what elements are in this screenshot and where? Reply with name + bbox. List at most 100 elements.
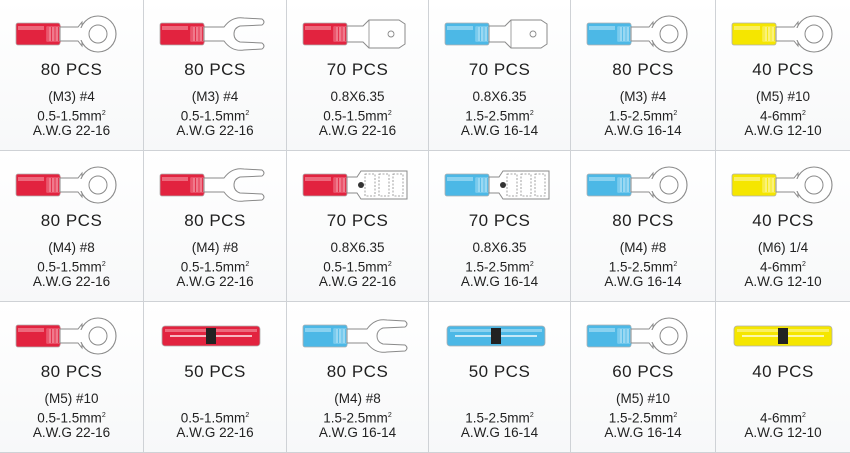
male-terminal-icon	[444, 19, 548, 49]
wire-range-label: 1.5-2.5mm2	[287, 408, 428, 427]
squared-superscript: 2	[387, 110, 392, 117]
squared-superscript: 2	[245, 261, 250, 268]
fork-terminal-illustration	[287, 302, 428, 358]
squared-superscript: 2	[802, 412, 806, 419]
female-terminal-icon	[302, 170, 408, 200]
quantity-label: 40 PCS	[752, 362, 814, 381]
size-label: 0.8X6.35	[330, 89, 385, 104]
size-label: (M4) #8	[48, 240, 95, 255]
size-label: (M4) #8	[334, 391, 381, 406]
terminal-cell: 40 PCS (M5) #10 4-6mm2 A.W.G 12-10	[716, 0, 850, 151]
wire-range-value: 1.5-2.5mm	[465, 410, 530, 426]
quantity-label: 80 PCS	[184, 60, 246, 79]
wire-range-label: 1.5-2.5mm2	[429, 257, 570, 276]
wire-range-label: 1.5-2.5mm2	[429, 106, 570, 125]
wire-range-value: 0.5-1.5mm	[37, 108, 102, 124]
wire-range-label: 4-6mm2	[716, 106, 850, 125]
size-label: 0.8X6.35	[472, 240, 527, 255]
wire-range-label: 0.5-1.5mm2	[144, 257, 286, 276]
ring-terminal-icon	[586, 317, 688, 355]
squared-superscript: 2	[245, 412, 250, 419]
fork-terminal-illustration	[144, 151, 286, 207]
awg-label: A.W.G 12-10	[744, 123, 822, 138]
ring-terminal-illustration	[0, 0, 143, 56]
size-label: (M3) #4	[619, 89, 667, 104]
butt-terminal-icon	[733, 325, 833, 347]
quantity-label: 70 PCS	[468, 60, 531, 79]
wire-range-value: 0.5-1.5mm	[37, 259, 102, 275]
size-label: (M4) #8	[191, 240, 239, 255]
awg-label: A.W.G 16-14	[460, 274, 539, 289]
ring-terminal-illustration	[716, 0, 850, 56]
quantity-label: 70 PCS	[468, 211, 531, 230]
wire-range-label: 1.5-2.5mm2	[571, 408, 715, 427]
quantity-label: 50 PCS	[184, 362, 246, 381]
quantity-label: 80 PCS	[612, 60, 674, 79]
awg-label: A.W.G 12-10	[744, 274, 822, 289]
terminal-cell: 40 PCS (M6) 1/4 4-6mm2 A.W.G 12-10	[716, 151, 850, 302]
wire-range-value: 1.5-2.5mm	[608, 108, 674, 124]
ring-terminal-illustration	[571, 151, 715, 207]
terminal-cell: 80 PCS (M3) #4 0.5-1.5mm2 A.W.G 22-16	[144, 0, 287, 151]
size-label: (M5) #10	[615, 391, 671, 406]
ring-terminal-icon	[15, 166, 117, 204]
male-terminal-icon	[302, 19, 406, 49]
awg-label: A.W.G 16-14	[318, 425, 397, 440]
fork-terminal-icon	[159, 17, 265, 51]
ring-terminal-icon	[586, 15, 688, 53]
awg-label: A.W.G 16-14	[604, 425, 682, 440]
quantity-label: 80 PCS	[40, 211, 103, 230]
terminal-cell: 70 PCS 0.8X6.35 0.5-1.5mm2 A.W.G 22-16	[287, 0, 429, 151]
awg-label: A.W.G 12-10	[744, 425, 822, 440]
terminal-cell: 50 PCS 1.5-2.5mm2 A.W.G 16-14	[429, 302, 571, 453]
wire-range-value: 1.5-2.5mm	[465, 108, 530, 124]
size-label: 0.8X6.35	[472, 89, 527, 104]
wire-range-value: 1.5-2.5mm	[608, 259, 674, 275]
awg-label: A.W.G 22-16	[32, 123, 111, 138]
ring-terminal-icon	[731, 166, 833, 204]
terminal-cell: 40 PCS 4-6mm2 A.W.G 12-10	[716, 302, 850, 453]
squared-superscript: 2	[529, 412, 534, 419]
quantity-label: 80 PCS	[326, 362, 389, 381]
squared-superscript: 2	[529, 261, 534, 268]
female-terminal-illustration	[287, 151, 428, 207]
squared-superscript: 2	[673, 261, 678, 268]
wire-range-label: 0.5-1.5mm2	[287, 106, 428, 125]
awg-label: A.W.G 16-14	[460, 123, 539, 138]
quantity-label: 50 PCS	[468, 362, 531, 381]
awg-label: A.W.G 22-16	[176, 123, 254, 138]
wire-range-label: 0.5-1.5mm2	[0, 257, 143, 276]
awg-label: A.W.G 22-16	[318, 123, 397, 138]
quantity-label: 60 PCS	[612, 362, 674, 381]
male-terminal-illustration	[429, 0, 570, 56]
awg-label: A.W.G 16-14	[604, 123, 682, 138]
size-label: (M4) #8	[619, 240, 667, 255]
squared-superscript: 2	[387, 412, 392, 419]
wire-range-value: 0.5-1.5mm	[323, 259, 388, 275]
squared-superscript: 2	[101, 261, 106, 268]
wire-range-value: 0.5-1.5mm	[323, 108, 388, 124]
ring-terminal-icon	[15, 15, 117, 53]
wire-range-value: 1.5-2.5mm	[465, 259, 530, 275]
size-label: (M5) #10	[755, 89, 811, 104]
wire-range-label: 4-6mm2	[716, 257, 850, 276]
terminal-cell: 50 PCS 0.5-1.5mm2 A.W.G 22-16	[144, 302, 287, 453]
wire-range-value: 0.5-1.5mm	[180, 108, 246, 124]
wire-range-label: 4-6mm2	[716, 408, 850, 427]
wire-range-value: 4-6mm	[760, 108, 803, 124]
wire-range-value: 0.5-1.5mm	[180, 410, 246, 426]
quantity-label: 80 PCS	[184, 211, 246, 230]
squared-superscript: 2	[673, 110, 678, 117]
wire-range-value: 0.5-1.5mm	[37, 410, 102, 426]
squared-superscript: 2	[802, 261, 806, 268]
wire-range-value: 1.5-2.5mm	[608, 410, 674, 426]
squared-superscript: 2	[673, 412, 678, 419]
awg-label: A.W.G 16-14	[460, 425, 539, 440]
squared-superscript: 2	[101, 412, 106, 419]
fork-terminal-illustration	[144, 0, 286, 56]
ring-terminal-icon	[731, 15, 833, 53]
wire-range-label: 1.5-2.5mm2	[429, 408, 570, 427]
size-label: (M5) #10	[44, 391, 99, 406]
quantity-label: 80 PCS	[40, 362, 103, 381]
